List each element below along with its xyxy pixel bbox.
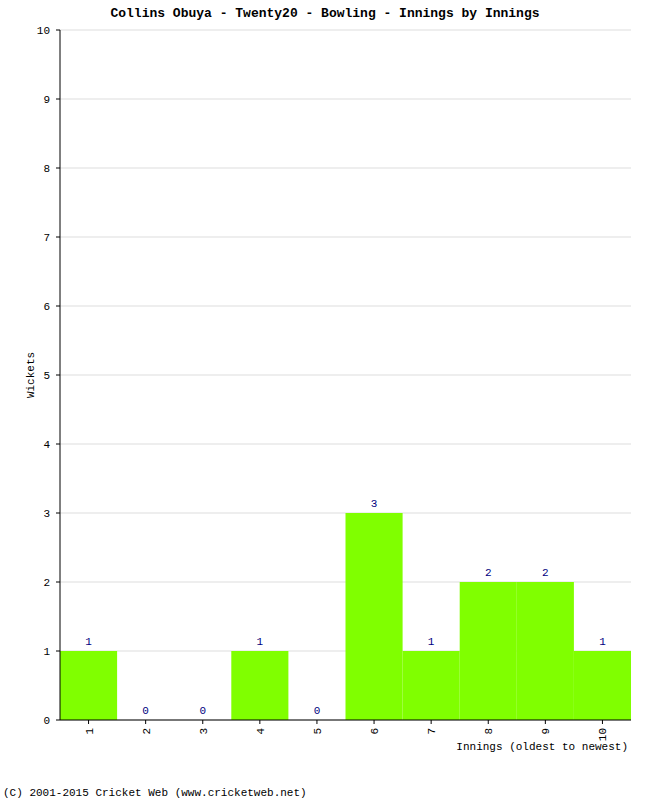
chart-svg: 012345678910100103122112345678910Collins… bbox=[0, 0, 650, 800]
x-tick-label: 8 bbox=[483, 728, 495, 735]
x-tick bbox=[488, 720, 489, 724]
bar bbox=[517, 582, 574, 720]
y-tick-label: 3 bbox=[43, 508, 50, 520]
bar bbox=[231, 651, 288, 720]
x-tick-label: 6 bbox=[369, 728, 381, 735]
data-label: 1 bbox=[257, 636, 264, 648]
x-tick bbox=[316, 720, 317, 724]
x-tick bbox=[202, 720, 203, 724]
data-label: 2 bbox=[542, 567, 549, 579]
x-tick bbox=[431, 720, 432, 724]
data-label: 3 bbox=[371, 498, 378, 510]
y-tick bbox=[56, 375, 60, 376]
grid-line bbox=[60, 30, 631, 31]
grid-line bbox=[60, 168, 631, 169]
grid-line bbox=[60, 444, 631, 445]
bar bbox=[574, 651, 631, 720]
grid-line bbox=[60, 375, 631, 376]
y-tick-label: 5 bbox=[43, 370, 50, 382]
data-label: 2 bbox=[485, 567, 492, 579]
x-tick-label: 7 bbox=[426, 728, 438, 735]
bar bbox=[403, 651, 460, 720]
y-tick bbox=[56, 444, 60, 445]
x-tick bbox=[259, 720, 260, 724]
y-tick bbox=[56, 582, 60, 583]
x-tick-label: 1 bbox=[84, 728, 96, 735]
y-axis-label: Wickets bbox=[25, 352, 37, 398]
bar bbox=[460, 582, 517, 720]
x-tick-label: 2 bbox=[141, 728, 153, 735]
data-label: 0 bbox=[199, 705, 206, 717]
y-tick bbox=[56, 651, 60, 652]
data-label: 0 bbox=[142, 705, 149, 717]
y-tick bbox=[56, 99, 60, 100]
title: Collins Obuya - Twenty20 - Bowling - Inn… bbox=[110, 6, 539, 21]
y-tick-label: 0 bbox=[43, 715, 50, 727]
x-tick-label: 5 bbox=[312, 728, 324, 735]
source: (C) 2001-2015 Cricket Web (www.cricketwe… bbox=[3, 787, 307, 799]
y-tick-label: 7 bbox=[43, 232, 50, 244]
data-label: 1 bbox=[428, 636, 435, 648]
x-tick bbox=[374, 720, 375, 724]
y-tick bbox=[56, 168, 60, 169]
x-axis-label: Innings (oldest to newest) bbox=[456, 741, 628, 753]
data-label: 0 bbox=[314, 705, 321, 717]
y-tick-label: 1 bbox=[43, 646, 50, 658]
x-tick bbox=[88, 720, 89, 724]
x-tick bbox=[602, 720, 603, 724]
y-tick-label: 10 bbox=[37, 25, 50, 37]
x-tick bbox=[545, 720, 546, 724]
grid-line bbox=[60, 306, 631, 307]
y-tick-label: 4 bbox=[43, 439, 50, 451]
background bbox=[0, 0, 650, 800]
y-axis bbox=[60, 30, 61, 720]
y-tick bbox=[56, 513, 60, 514]
data-label: 1 bbox=[85, 636, 92, 648]
y-tick bbox=[56, 237, 60, 238]
bar bbox=[346, 513, 403, 720]
x-tick-label: 4 bbox=[255, 728, 267, 735]
x-tick bbox=[145, 720, 146, 724]
bar bbox=[60, 651, 117, 720]
grid-line bbox=[60, 237, 631, 238]
data-label: 1 bbox=[599, 636, 606, 648]
y-tick bbox=[56, 720, 60, 721]
y-tick-label: 6 bbox=[43, 301, 50, 313]
x-tick-label: 9 bbox=[540, 728, 552, 735]
y-tick-label: 8 bbox=[43, 163, 50, 175]
y-tick-label: 9 bbox=[43, 94, 50, 106]
x-tick-label: 10 bbox=[597, 728, 609, 741]
bars bbox=[60, 513, 631, 720]
y-tick-label: 2 bbox=[43, 577, 50, 589]
grid-line bbox=[60, 99, 631, 100]
x-tick-label: 3 bbox=[198, 728, 210, 735]
y-tick bbox=[56, 306, 60, 307]
y-tick bbox=[56, 30, 60, 31]
